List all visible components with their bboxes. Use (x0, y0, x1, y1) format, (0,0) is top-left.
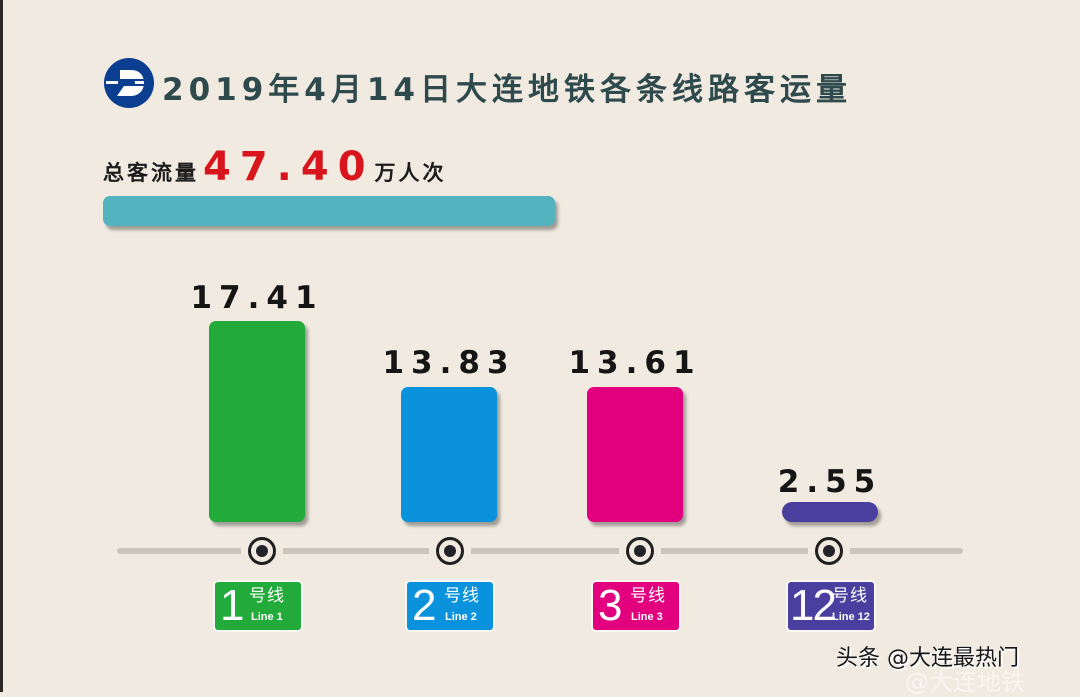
badge-line-1: 1 号线 Line 1 (215, 582, 301, 630)
total-label: 总客流量 (103, 161, 199, 185)
station-icon-line-1 (248, 537, 276, 565)
badge-line-2: 2 号线 Line 2 (407, 582, 493, 630)
bar-line-2 (401, 387, 497, 522)
station-dot-icon (256, 545, 268, 557)
total-unit: 万人次 (374, 161, 447, 185)
station-dot-icon (634, 545, 646, 557)
value-label-line-3: 13.61 (568, 345, 702, 381)
badge-cn: 号线 (630, 586, 666, 606)
station-dot-icon (444, 545, 456, 557)
badge-line-3: 3 号线 Line 3 (593, 582, 679, 630)
total-bar (103, 196, 555, 226)
badge-cn: 号线 (249, 586, 285, 606)
weibo-watermark: @大连地铁 (905, 668, 1025, 696)
station-icon-line-2 (436, 537, 464, 565)
badge-en: Line 2 (445, 611, 477, 623)
toutiao-watermark: 头条 @大连最热门 (836, 646, 1019, 671)
bar-line-12 (782, 502, 878, 522)
station-icon-line-3 (626, 537, 654, 565)
metro-track-line (117, 548, 963, 554)
chart-title: 2019年4月14日大连地铁各条线路客运量 (162, 72, 852, 108)
value-label-line-12: 2.55 (777, 464, 883, 500)
badge-en: Line 12 (832, 611, 870, 623)
dalian-metro-logo-icon (104, 58, 154, 108)
badge-number: 3 (598, 582, 623, 630)
badge-cn: 号线 (444, 586, 480, 606)
badge-number: 12 (790, 582, 837, 630)
badge-en: Line 1 (251, 611, 283, 623)
badge-en: Line 3 (631, 611, 663, 623)
bar-line-1 (209, 321, 305, 522)
badge-cn: 号线 (832, 586, 868, 606)
badge-line-12: 12 号线 Line 12 (788, 582, 874, 630)
total-value: 47.40 (203, 144, 375, 190)
value-label-line-2: 13.83 (382, 345, 516, 381)
total-ridership: 总客流量 47.40万人次 (103, 145, 447, 197)
station-icon-line-12 (815, 537, 843, 565)
bar-line-3 (587, 387, 683, 522)
badge-number: 2 (412, 582, 437, 630)
value-label-line-1: 17.41 (190, 280, 324, 316)
station-dot-icon (823, 545, 835, 557)
left-edge-border (0, 0, 3, 692)
badge-number: 1 (220, 582, 245, 630)
